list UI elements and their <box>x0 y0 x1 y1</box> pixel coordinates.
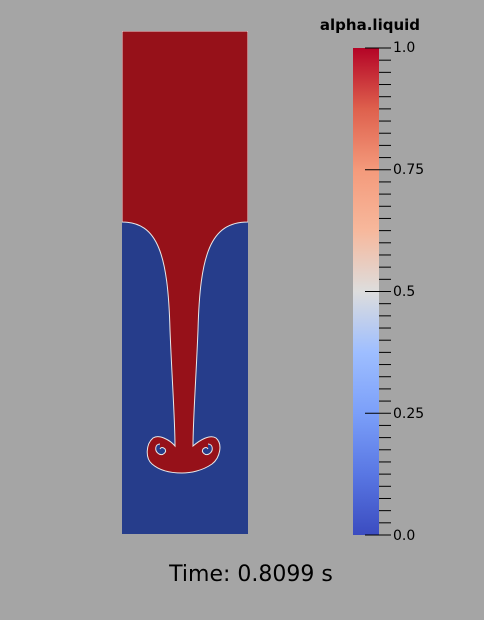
tick-label-0.5: 0.5 <box>393 284 416 300</box>
color-bar-major-ticks <box>365 47 391 536</box>
color-bar-minor-ticks <box>379 59 391 524</box>
tick-label-1.0: 1.0 <box>393 40 416 56</box>
right-curl-pocket <box>202 443 213 455</box>
left-curl-pocket <box>155 443 166 455</box>
color-bar <box>353 47 391 536</box>
tick-label-0.25: 0.25 <box>393 406 425 422</box>
color-bar-title: alpha.liquid <box>319 16 420 34</box>
time-annotation: Time: 0.8099 s <box>169 562 333 587</box>
simulation-domain <box>122 31 248 534</box>
tick-label-0.75: 0.75 <box>393 162 425 178</box>
tick-label-0.0: 0.0 <box>393 528 416 544</box>
liquid-phase-region <box>122 31 248 474</box>
